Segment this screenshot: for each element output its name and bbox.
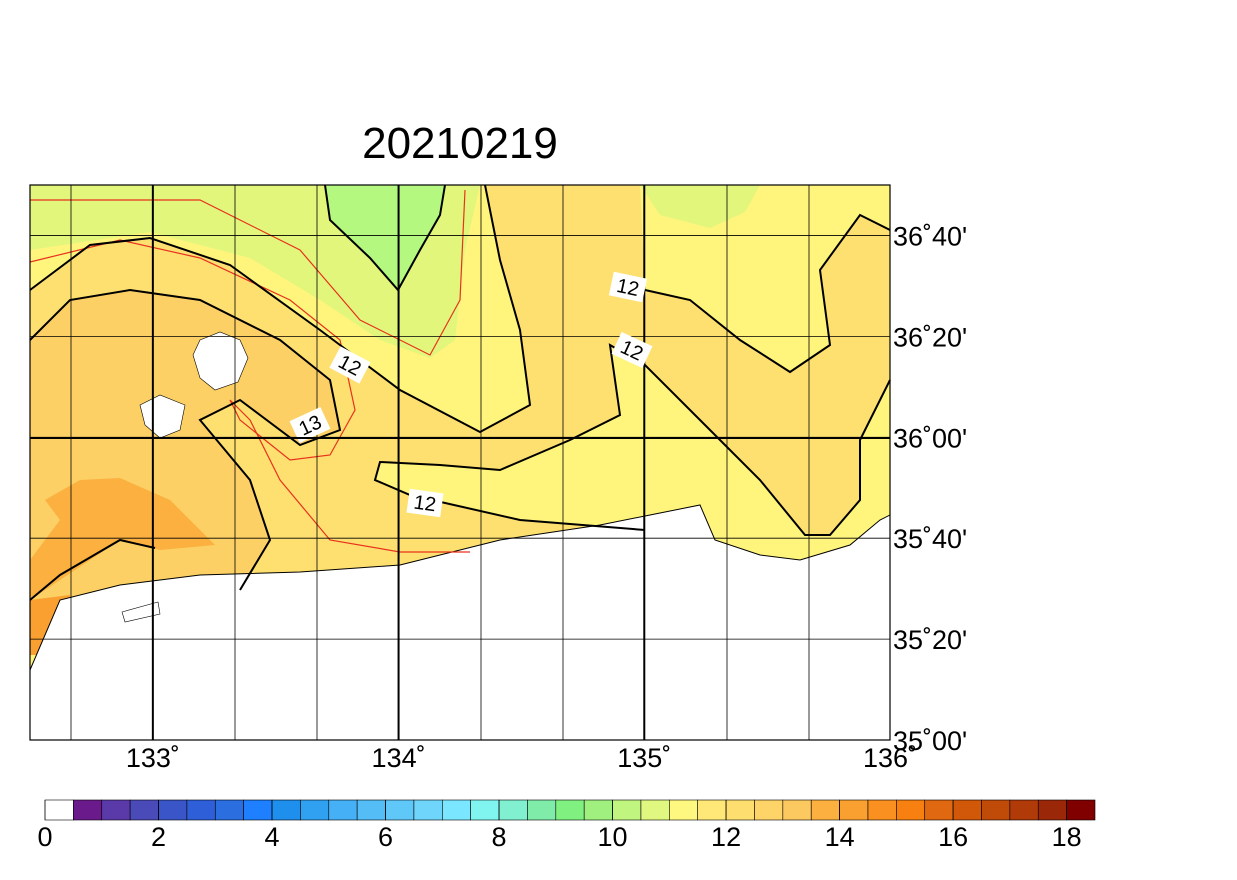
colorbar-box — [385, 799, 415, 821]
contour-line — [29, 239, 470, 553]
field-band — [640, 185, 760, 228]
map-title: 20210219 — [362, 119, 558, 168]
colorbar-box — [101, 799, 131, 821]
colorbar-box — [1037, 799, 1067, 821]
colorbar-box — [725, 799, 755, 821]
colorbar-label: 18 — [1052, 822, 1082, 852]
colorbar-box — [413, 799, 443, 821]
colorbar-label: 0 — [37, 822, 52, 852]
y-tick-label: 36˚40' — [893, 221, 967, 251]
contour-label: 12 — [406, 488, 444, 518]
colorbar-box — [44, 799, 74, 821]
colorbar-box — [896, 799, 926, 821]
colorbar-box — [1009, 799, 1039, 821]
colorbar-box — [1066, 799, 1096, 821]
colorbar-box — [612, 799, 642, 821]
x-tick-label: 136˚ — [863, 743, 917, 773]
contour-line — [29, 184, 532, 434]
colorbar-box — [73, 799, 103, 821]
contour-line — [373, 343, 891, 536]
colorbar-box — [158, 799, 188, 821]
colorbar-box — [328, 799, 358, 821]
colorbar-box — [867, 799, 897, 821]
field-band — [30, 478, 215, 600]
colorbar-box — [527, 799, 557, 821]
colorbar-box — [782, 799, 812, 821]
x-tick-label: 133˚ — [126, 743, 180, 773]
colorbar-box — [441, 799, 471, 821]
island — [121, 601, 161, 623]
colorbar-box — [555, 799, 585, 821]
colorbar-box — [924, 799, 954, 821]
contour-labels: 12 12 12 12 13 — [289, 271, 653, 518]
colorbar-box — [271, 799, 301, 821]
colorbar-box — [669, 799, 699, 821]
colorbar-box — [129, 799, 159, 821]
colorbar-box — [640, 799, 670, 821]
y-tick-label: 36˚20' — [893, 322, 967, 352]
colorbar-box — [952, 799, 982, 821]
colorbar-box — [498, 799, 528, 821]
colorbar-box — [754, 799, 784, 821]
colorbar-box — [583, 799, 613, 821]
colorbar-label: 8 — [492, 822, 507, 852]
colorbar-label: 10 — [598, 822, 628, 852]
colorbar-box — [356, 799, 386, 821]
colorbar-box — [470, 799, 500, 821]
colorbar-box — [839, 799, 869, 821]
y-tick-label: 35˚40' — [893, 524, 967, 554]
colorbar-box — [243, 799, 273, 821]
contour-line — [30, 189, 466, 356]
minor-grid — [70, 185, 810, 740]
contour-line — [29, 288, 342, 591]
colorbar-label: 14 — [825, 822, 855, 852]
colorbar-label: 2 — [151, 822, 166, 852]
colorbar-box — [697, 799, 727, 821]
island — [139, 394, 186, 439]
contour-label: 12 — [608, 271, 648, 303]
colorbar-label: 12 — [711, 822, 741, 852]
colorbar-box — [300, 799, 330, 821]
colorbar-box — [810, 799, 840, 821]
contour-label-text: 12 — [412, 492, 437, 517]
colorbar-box — [981, 799, 1011, 821]
colorbar-box — [186, 799, 216, 821]
contour-label-text: 12 — [615, 275, 641, 301]
map-frame — [29, 184, 891, 741]
contour-line — [29, 538, 156, 601]
colorbar-label: 16 — [938, 822, 968, 852]
island — [192, 331, 249, 391]
map-field — [29, 184, 891, 741]
y-tick-label: 35˚00' — [893, 726, 967, 756]
y-tick-label: 35˚20' — [893, 625, 967, 655]
colorbar-label: 4 — [265, 822, 280, 852]
x-tick-label: 135˚ — [617, 743, 671, 773]
colorbar-label: 6 — [378, 822, 393, 852]
x-tick-label: 134˚ — [372, 743, 426, 773]
colorbar-box — [214, 799, 244, 821]
y-tick-label: 36˚00' — [893, 423, 967, 453]
field-band — [325, 185, 445, 290]
contour-line — [644, 213, 891, 374]
